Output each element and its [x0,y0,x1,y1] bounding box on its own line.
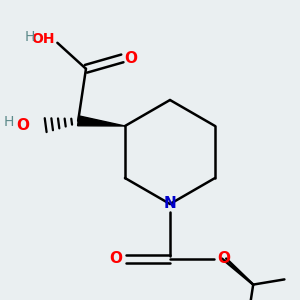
Text: OH: OH [32,32,55,46]
Text: H: H [24,30,34,44]
Text: O: O [218,251,231,266]
Text: N: N [164,196,176,211]
Text: O: O [109,251,122,266]
Text: O: O [17,118,30,134]
Text: O: O [124,51,137,66]
Polygon shape [78,116,125,126]
Text: H: H [4,115,14,129]
